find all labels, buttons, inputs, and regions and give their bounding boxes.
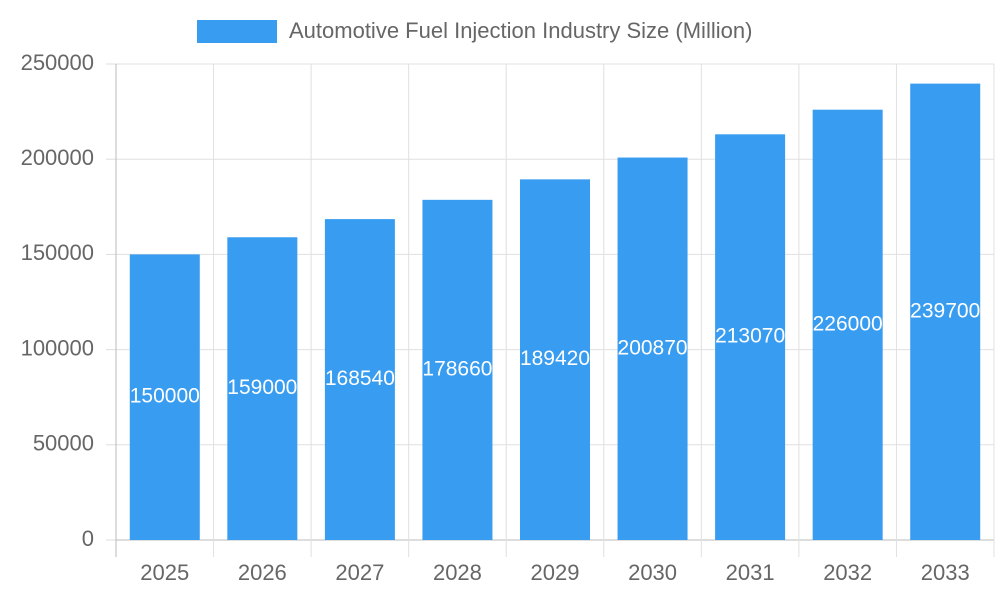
data-label: 226000 <box>813 312 883 335</box>
y-tick-label: 50000 <box>33 431 94 456</box>
data-label: 178660 <box>422 357 492 380</box>
y-tick-label: 150000 <box>21 240 94 265</box>
bar <box>324 219 395 540</box>
x-tick-label: 2029 <box>531 560 580 585</box>
bar <box>520 179 590 541</box>
bar <box>715 134 786 541</box>
legend-label: Automotive Fuel Injection Industry Size … <box>289 18 752 43</box>
data-label: 213070 <box>715 325 785 348</box>
data-label: 200870 <box>618 336 688 359</box>
data-label: 239700 <box>910 299 980 322</box>
y-tick-label: 0 <box>82 526 94 551</box>
bar <box>910 83 981 540</box>
data-label: 189420 <box>520 347 590 370</box>
x-tick-label: 2026 <box>238 560 287 585</box>
x-tick-label: 2027 <box>335 560 384 585</box>
x-tick-label: 2025 <box>140 560 189 585</box>
legend: Automotive Fuel Injection Industry Size … <box>197 18 752 43</box>
y-tick-label: 100000 <box>21 335 94 360</box>
data-label: 159000 <box>227 376 297 399</box>
y-tick-label: 200000 <box>21 145 94 170</box>
bar <box>422 199 493 540</box>
bar <box>617 157 688 540</box>
x-tick-label: 2033 <box>921 560 970 585</box>
bar <box>812 109 883 541</box>
bar <box>129 254 200 540</box>
legend-swatch <box>197 20 277 43</box>
x-tick-label: 2031 <box>726 560 775 585</box>
bar <box>227 237 298 540</box>
x-tick-label: 2032 <box>823 560 872 585</box>
data-label: 168540 <box>325 367 395 390</box>
x-tick-label: 2028 <box>433 560 482 585</box>
y-tick-label: 250000 <box>21 50 94 75</box>
x-tick-label: 2030 <box>628 560 677 585</box>
data-label: 150000 <box>130 385 200 408</box>
